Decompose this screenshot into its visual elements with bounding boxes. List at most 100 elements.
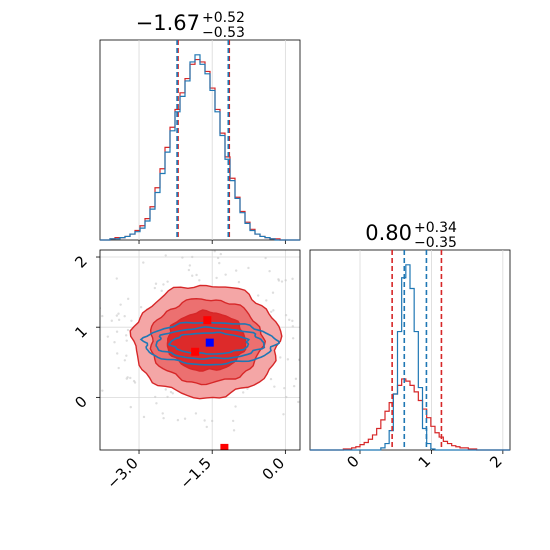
sample-point <box>94 360 96 362</box>
sample-point <box>232 429 236 432</box>
sample-point <box>264 256 267 260</box>
sample-point <box>282 413 285 416</box>
sample-point <box>93 316 95 318</box>
blue-contour <box>155 325 266 360</box>
contour-panel: −3.0 −1.5 0.0 0 1 2 <box>71 249 312 493</box>
sample-point <box>126 328 130 332</box>
sample-point <box>153 286 157 290</box>
y-tick-label: 0 <box>71 392 90 411</box>
sample-point <box>154 282 158 285</box>
sample-point <box>224 273 227 276</box>
sample-point <box>160 289 163 293</box>
blue-contour <box>167 331 251 355</box>
x-tick-label: 1 <box>415 452 434 471</box>
sample-point <box>307 309 309 311</box>
sample-point <box>279 356 282 359</box>
title-plus: +0.52 <box>202 10 245 26</box>
sample-point <box>270 310 273 313</box>
sample-point <box>183 417 187 420</box>
marker <box>205 338 214 347</box>
y-tick-label: 2 <box>71 252 90 271</box>
sample-point <box>237 280 241 284</box>
histogram-series <box>100 54 300 241</box>
sample-point <box>139 305 143 309</box>
y-tick-label: 1 <box>71 322 90 341</box>
sample-point <box>117 318 121 322</box>
sample-point <box>241 391 245 394</box>
sample-point <box>302 353 304 355</box>
x-tick-label: 0 <box>343 452 362 471</box>
sample-point <box>280 280 284 283</box>
sample-point <box>125 354 128 357</box>
title-main: −1.67 <box>136 11 200 35</box>
sample-point <box>213 250 216 253</box>
sample-point <box>284 313 288 317</box>
sample-point <box>87 316 89 318</box>
sample-point <box>90 363 92 365</box>
sample-point <box>304 359 306 361</box>
sample-point <box>127 297 130 301</box>
sample-point <box>288 318 291 321</box>
title-main: 0.80 <box>365 221 412 245</box>
sample-point <box>271 291 275 294</box>
sample-point <box>169 390 173 394</box>
sample-point <box>110 319 113 322</box>
sample-point <box>86 367 88 369</box>
sample-point <box>283 386 286 390</box>
panel-frame <box>99 39 301 241</box>
sample-point <box>291 319 294 323</box>
sample-point <box>277 279 281 282</box>
sample-point <box>176 418 180 422</box>
sample-point <box>219 252 223 256</box>
sample-point <box>154 395 157 399</box>
marker <box>203 316 212 325</box>
sample-point <box>231 419 235 423</box>
histogram-series <box>310 378 510 451</box>
sample-point <box>106 335 110 338</box>
sample-point <box>298 358 300 361</box>
sample-point <box>291 277 294 281</box>
sample-point <box>203 419 206 422</box>
histogram-series <box>100 58 300 241</box>
sample-point <box>171 392 174 395</box>
sample-point <box>166 395 169 399</box>
blue-contour <box>139 321 280 366</box>
sample-point <box>116 352 119 355</box>
sample-point <box>198 279 201 282</box>
sample-point <box>256 294 260 297</box>
sample-point <box>162 416 165 420</box>
sample-point <box>291 337 295 340</box>
sample-point <box>297 400 300 404</box>
sample-point <box>115 277 118 280</box>
sample-point <box>215 276 218 280</box>
x-tick-label: 0.0 <box>259 454 289 484</box>
sample-point <box>162 283 165 286</box>
sample-point <box>246 387 249 390</box>
sample-point <box>187 268 191 272</box>
sample-point <box>119 303 122 306</box>
sample-point <box>310 296 312 298</box>
marker <box>220 443 229 450</box>
sample-point <box>115 314 119 317</box>
sample-point <box>181 256 184 259</box>
sample-point <box>123 359 127 362</box>
sample-point <box>117 366 120 370</box>
sample-point <box>115 330 119 333</box>
sample-point <box>247 266 250 270</box>
sample-point <box>218 261 221 265</box>
sample-point <box>272 309 275 312</box>
sample-point <box>191 255 194 259</box>
x-tick-label: −3.0 <box>103 454 141 492</box>
sample-point <box>205 425 208 429</box>
sample-point <box>113 341 116 344</box>
sample-point <box>285 395 288 399</box>
sample-point <box>117 312 120 315</box>
sample-point <box>123 315 126 318</box>
sample-point <box>164 254 167 257</box>
panel-frame <box>309 249 511 451</box>
sample-point <box>286 358 290 361</box>
sample-point <box>101 314 104 318</box>
sample-point <box>304 326 306 328</box>
sample-point <box>191 274 194 277</box>
